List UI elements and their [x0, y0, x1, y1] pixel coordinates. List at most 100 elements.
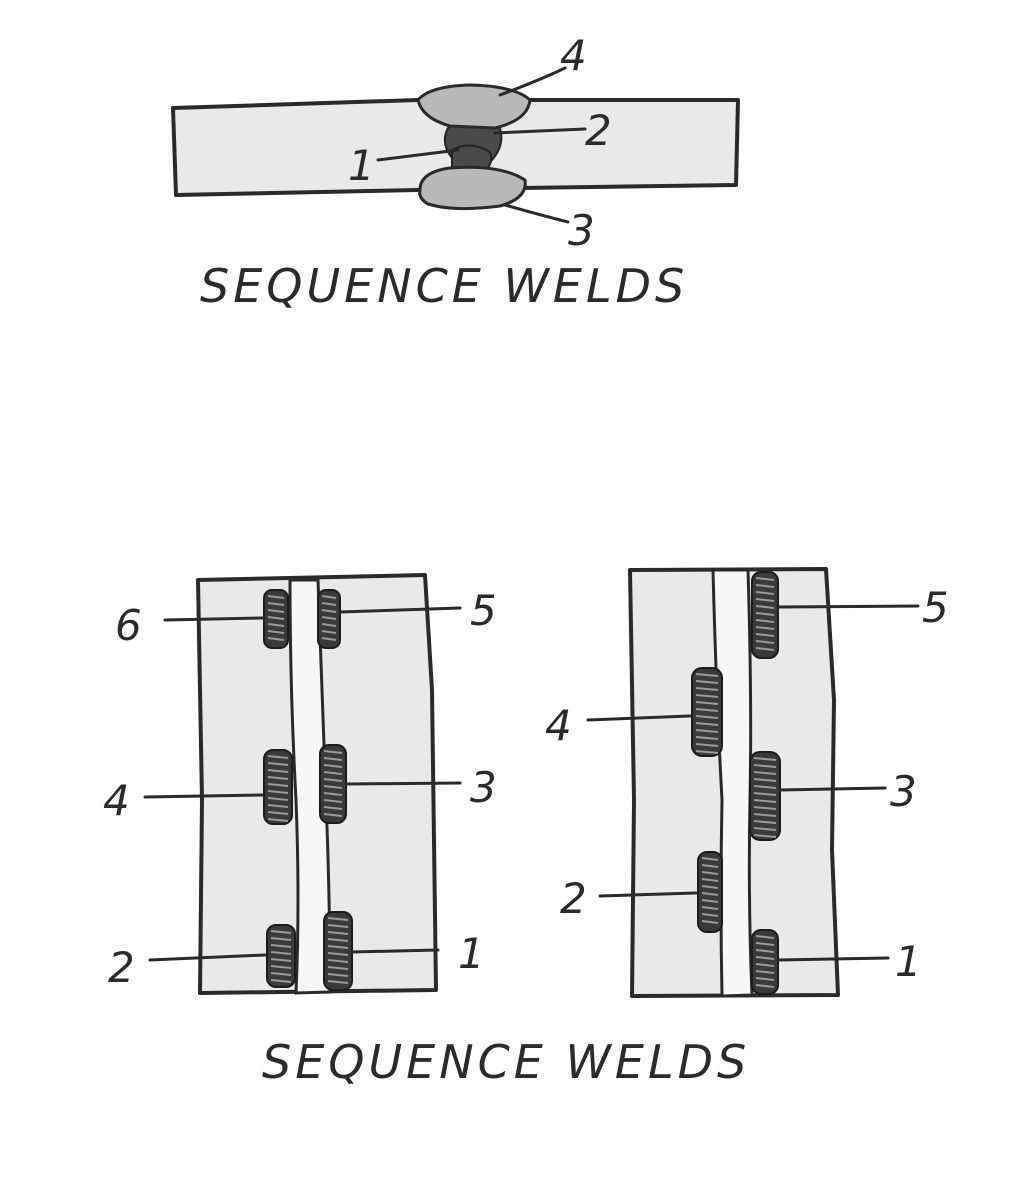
- weld-ripple: [695, 743, 719, 747]
- right-leader-3: [778, 786, 887, 792]
- weld-ripple: [753, 813, 777, 817]
- right-label-3: 3: [890, 767, 917, 816]
- weld-ripple: [701, 906, 719, 910]
- left-weld-3: [319, 744, 347, 824]
- weld-ripple: [270, 958, 292, 962]
- weld-ripple-lines: [755, 935, 775, 988]
- weld-ripple: [327, 945, 349, 949]
- weld-ripple: [701, 871, 719, 875]
- weld-ripple: [327, 917, 349, 921]
- top-leader-1: [376, 148, 460, 162]
- weld-ripple: [321, 630, 337, 634]
- right-label-1: 1: [895, 937, 922, 986]
- top-label-2: 2: [585, 106, 612, 155]
- weld-ripple: [755, 598, 775, 602]
- left-label-4: 4: [103, 776, 130, 825]
- weld-ripple: [755, 942, 775, 946]
- weld-ripple: [755, 935, 775, 939]
- weld-ripple: [695, 701, 719, 705]
- weld-ripple: [321, 609, 337, 613]
- weld-ripple: [701, 857, 719, 861]
- weld-ripple: [270, 979, 292, 983]
- weld-ripple: [701, 878, 719, 882]
- weld-ripple-lines: [327, 917, 349, 984]
- left-label-3: 3: [470, 763, 497, 812]
- weld-ripple: [695, 729, 719, 733]
- weld-ripple: [755, 977, 775, 981]
- right-weld-2: [697, 851, 723, 933]
- weld-ripple: [267, 769, 289, 773]
- weld-ripple: [695, 694, 719, 698]
- weld-ripple: [327, 938, 349, 942]
- left-weld-2: [266, 924, 296, 988]
- left-label-2: 2: [108, 943, 135, 992]
- weld-ripple-lines: [267, 595, 285, 641]
- weld-ripple: [270, 965, 292, 969]
- weld-ripple: [321, 595, 337, 599]
- weld-ripple: [270, 944, 292, 948]
- weld-ripple: [327, 959, 349, 963]
- top-label-1: 1: [348, 141, 375, 190]
- right-leader-2: [598, 891, 698, 898]
- weld-ripple: [327, 952, 349, 956]
- weld-ripple: [267, 783, 289, 787]
- weld-ripple: [753, 827, 777, 831]
- top-weld-3-cap: [418, 165, 527, 211]
- weld-ripple: [755, 633, 775, 637]
- weld-ripple: [327, 973, 349, 977]
- weld-ripple-lines: [695, 673, 719, 754]
- right-label-4: 4: [545, 701, 572, 750]
- top-leader-2: [493, 127, 587, 135]
- weld-ripple: [321, 623, 337, 627]
- weld-ripple: [267, 790, 289, 794]
- weld-ripple: [701, 864, 719, 868]
- weld-ripple: [323, 771, 343, 775]
- weld-ripple: [327, 924, 349, 928]
- weld-ripple: [755, 949, 775, 953]
- left-leader-2: [148, 953, 267, 962]
- weld-ripple: [701, 899, 719, 903]
- weld-ripple: [695, 673, 719, 677]
- bottom-left-panel: 6 5 4 3 2 1: [103, 573, 497, 995]
- weld-ripple: [267, 595, 285, 599]
- weld-ripple: [755, 956, 775, 960]
- top-leader-4: [498, 66, 567, 97]
- weld-ripple: [270, 930, 292, 934]
- weld-ripple: [270, 951, 292, 955]
- weld-ripple: [323, 806, 343, 810]
- weld-ripple: [267, 609, 285, 613]
- weld-ripple: [267, 804, 289, 808]
- weld-ripple: [753, 806, 777, 810]
- weld-ripple: [323, 764, 343, 768]
- weld-ripple: [267, 755, 289, 759]
- weld-ripple: [755, 640, 775, 644]
- weld-ripple: [755, 591, 775, 595]
- weld-ripple: [755, 619, 775, 623]
- weld-ripple: [753, 799, 777, 803]
- top-weld-cross-section: 4 2 1 3: [171, 31, 740, 255]
- left-leader-6: [163, 616, 264, 622]
- weld-ripple: [267, 818, 289, 822]
- weld-ripple: [695, 736, 719, 740]
- weld-ripple: [753, 834, 777, 838]
- weld-ripple: [267, 630, 285, 634]
- weld-ripple: [755, 647, 775, 651]
- left-label-6: 6: [115, 601, 142, 650]
- weld-ripple: [701, 913, 719, 917]
- weld-ripple: [755, 626, 775, 630]
- weld-ripple: [695, 722, 719, 726]
- weld-ripple: [695, 680, 719, 684]
- right-leader-5: [776, 604, 920, 609]
- weld-ripple: [753, 764, 777, 768]
- weld-ripple: [753, 785, 777, 789]
- weld-ripple: [327, 980, 349, 984]
- top-leader-3: [503, 203, 570, 224]
- weld-ripple-lines: [270, 930, 292, 983]
- left-leader-3: [344, 781, 462, 786]
- weld-ripple: [321, 637, 337, 641]
- left-panel-joint-gap: [288, 578, 332, 995]
- right-label-5: 5: [922, 583, 949, 632]
- weld-ripple: [755, 970, 775, 974]
- weld-ripple-lines: [267, 755, 289, 822]
